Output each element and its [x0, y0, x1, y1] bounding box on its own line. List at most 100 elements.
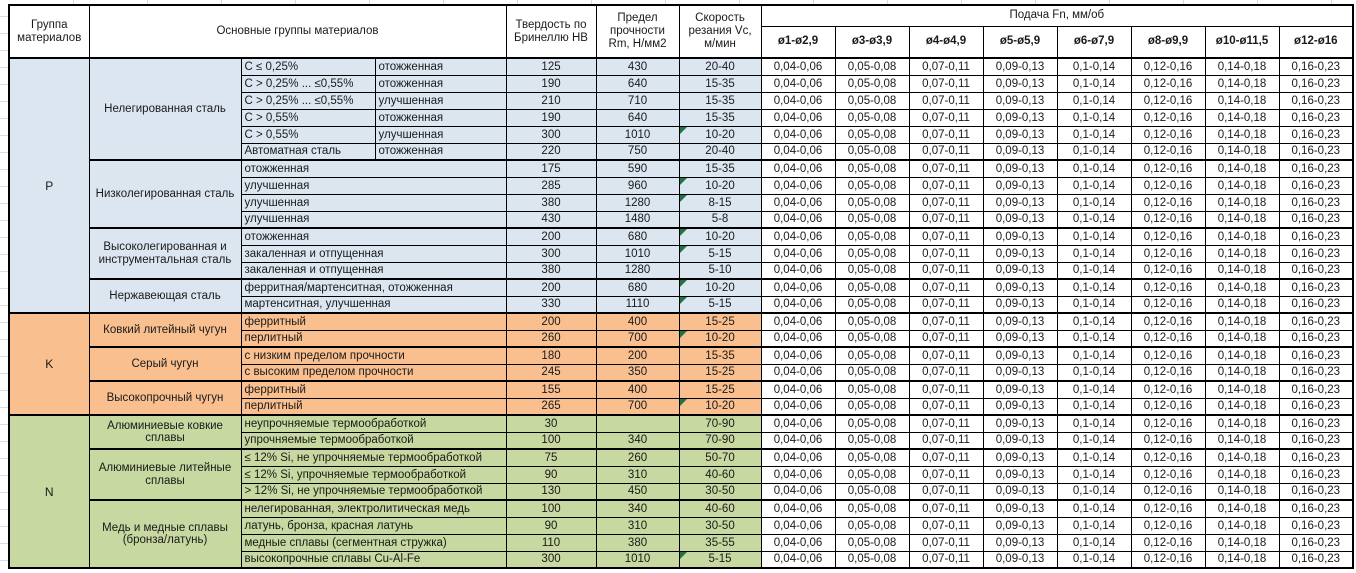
- feed-value-cell[interactable]: 0,16-0,23: [1278, 57, 1354, 76]
- feed-value-cell[interactable]: 0,09-0,13: [982, 516, 1058, 535]
- feed-value-cell[interactable]: 0,16-0,23: [1278, 465, 1354, 484]
- feed-value-cell[interactable]: 0,05-0,08: [834, 397, 910, 416]
- feed-value-cell[interactable]: 0,14-0,18: [1204, 244, 1280, 263]
- feed-value-cell[interactable]: 0,04-0,06: [760, 108, 836, 127]
- feed-value-cell[interactable]: 0,14-0,18: [1204, 516, 1280, 535]
- feed-value-cell[interactable]: 0,16-0,23: [1278, 431, 1354, 450]
- feed-value-cell[interactable]: 0,1-0,14: [1056, 295, 1132, 314]
- feed-value-cell[interactable]: 0,09-0,13: [982, 142, 1058, 161]
- feed-value-cell[interactable]: 0,14-0,18: [1204, 57, 1280, 76]
- feed-value-cell[interactable]: 0,07-0,11: [908, 363, 984, 382]
- material-description-cell[interactable]: с высоким пределом прочности: [240, 363, 507, 382]
- hardness-hb-cell[interactable]: 190: [505, 108, 597, 127]
- feed-value-cell[interactable]: 0,05-0,08: [834, 176, 910, 195]
- feed-value-cell[interactable]: 0,04-0,06: [760, 482, 836, 501]
- feed-value-cell[interactable]: 0,1-0,14: [1056, 125, 1132, 144]
- feed-value-cell[interactable]: 0,14-0,18: [1204, 363, 1280, 382]
- hardness-hb-cell[interactable]: 90: [505, 516, 597, 535]
- header-cutting-speed[interactable]: Скорость резания Vc, м/мин: [678, 4, 762, 59]
- feed-value-cell[interactable]: 0,14-0,18: [1204, 261, 1280, 280]
- feed-value-cell[interactable]: 0,16-0,23: [1278, 397, 1354, 416]
- feed-value-cell[interactable]: 0,14-0,18: [1204, 210, 1280, 229]
- feed-value-cell[interactable]: 0,04-0,06: [760, 176, 836, 195]
- feed-value-cell[interactable]: 0,04-0,06: [760, 125, 836, 144]
- material-description-cell[interactable]: ферритный: [240, 380, 507, 399]
- carbon-content-cell[interactable]: C > 0,55%: [240, 125, 376, 144]
- material-description-cell[interactable]: высокопрочные сплавы Cu-Al-Fe: [240, 550, 507, 569]
- strength-rm-cell[interactable]: 310: [595, 516, 680, 535]
- carbon-content-cell[interactable]: C > 0,25% ... ≤0,55%: [240, 74, 376, 93]
- feed-value-cell[interactable]: 0,12-0,16: [1130, 244, 1206, 263]
- material-subgroup-name-cell[interactable]: Низколегированная сталь: [88, 159, 242, 229]
- strength-rm-cell[interactable]: 260: [595, 448, 680, 467]
- feed-value-cell[interactable]: 0,16-0,23: [1278, 533, 1354, 552]
- feed-value-cell[interactable]: 0,05-0,08: [834, 499, 910, 518]
- feed-value-cell[interactable]: 0,04-0,06: [760, 74, 836, 93]
- feed-value-cell[interactable]: 0,14-0,18: [1204, 108, 1280, 127]
- material-subgroup-name-cell[interactable]: Алюминиевые литейные сплавы: [88, 448, 242, 501]
- feed-value-cell[interactable]: 0,09-0,13: [982, 329, 1058, 348]
- cutting-speed-vc-cell[interactable]: 10-20: [678, 278, 762, 297]
- material-description-cell[interactable]: перлитный: [240, 397, 507, 416]
- hardness-hb-cell[interactable]: 300: [505, 244, 597, 263]
- feed-value-cell[interactable]: 0,12-0,16: [1130, 397, 1206, 416]
- hardness-hb-cell[interactable]: 330: [505, 295, 597, 314]
- material-subgroup-name-cell[interactable]: Серый чугун: [88, 346, 242, 382]
- header-feed-diameter-column[interactable]: ø10-ø11,5: [1204, 25, 1280, 59]
- feed-value-cell[interactable]: 0,07-0,11: [908, 397, 984, 416]
- material-subgroup-name-cell[interactable]: Алюминиевые ковкие сплавы: [88, 414, 242, 450]
- feed-value-cell[interactable]: 0,16-0,23: [1278, 278, 1354, 297]
- hardness-hb-cell[interactable]: 380: [505, 193, 597, 212]
- feed-value-cell[interactable]: 0,09-0,13: [982, 74, 1058, 93]
- feed-value-cell[interactable]: 0,09-0,13: [982, 363, 1058, 382]
- material-description-cell[interactable]: улучшенная: [240, 193, 507, 212]
- cutting-speed-vc-cell[interactable]: 35-55: [678, 533, 762, 552]
- feed-value-cell[interactable]: 0,1-0,14: [1056, 516, 1132, 535]
- feed-value-cell[interactable]: 0,1-0,14: [1056, 74, 1132, 93]
- material-subgroup-name-cell[interactable]: Высокопрочный чугун: [88, 380, 242, 416]
- feed-value-cell[interactable]: 0,09-0,13: [982, 380, 1058, 399]
- feed-value-cell[interactable]: 0,1-0,14: [1056, 431, 1132, 450]
- feed-value-cell[interactable]: 0,09-0,13: [982, 210, 1058, 229]
- cutting-speed-vc-cell[interactable]: 15-25: [678, 312, 762, 331]
- feed-value-cell[interactable]: 0,09-0,13: [982, 125, 1058, 144]
- feed-value-cell[interactable]: 0,05-0,08: [834, 57, 910, 76]
- material-description-cell[interactable]: отожженная: [240, 227, 507, 246]
- feed-value-cell[interactable]: 0,05-0,08: [834, 550, 910, 569]
- feed-value-cell[interactable]: 0,12-0,16: [1130, 499, 1206, 518]
- feed-value-cell[interactable]: 0,16-0,23: [1278, 210, 1354, 229]
- feed-value-cell[interactable]: 0,05-0,08: [834, 108, 910, 127]
- material-subgroup-name-cell[interactable]: Нержавеющая сталь: [88, 278, 242, 314]
- cutting-speed-vc-cell[interactable]: 20-40: [678, 57, 762, 76]
- carbon-content-cell[interactable]: C > 0,25% ... ≤0,55%: [240, 91, 376, 110]
- material-description-cell[interactable]: перлитный: [240, 329, 507, 348]
- header-feed-diameter-column[interactable]: ø3-ø3,9: [834, 25, 910, 59]
- feed-value-cell[interactable]: 0,07-0,11: [908, 465, 984, 484]
- material-description-cell[interactable]: ферритный: [240, 312, 507, 331]
- feed-value-cell[interactable]: 0,16-0,23: [1278, 159, 1354, 178]
- feed-value-cell[interactable]: 0,04-0,06: [760, 91, 836, 110]
- feed-value-cell[interactable]: 0,12-0,16: [1130, 516, 1206, 535]
- feed-value-cell[interactable]: 0,14-0,18: [1204, 431, 1280, 450]
- material-description-cell[interactable]: закаленная и отпущенная: [240, 261, 507, 280]
- hardness-hb-cell[interactable]: 125: [505, 57, 597, 76]
- strength-rm-cell[interactable]: 640: [595, 74, 680, 93]
- strength-rm-cell[interactable]: 450: [595, 482, 680, 501]
- feed-value-cell[interactable]: 0,07-0,11: [908, 261, 984, 280]
- material-description-cell[interactable]: ферритная/мартенситная, отожженная: [240, 278, 507, 297]
- feed-value-cell[interactable]: 0,12-0,16: [1130, 159, 1206, 178]
- feed-value-cell[interactable]: 0,12-0,16: [1130, 210, 1206, 229]
- cutting-speed-vc-cell[interactable]: 5-8: [678, 210, 762, 229]
- hardness-hb-cell[interactable]: 175: [505, 159, 597, 178]
- cutting-speed-vc-cell[interactable]: 5-10: [678, 261, 762, 280]
- feed-value-cell[interactable]: 0,05-0,08: [834, 91, 910, 110]
- strength-rm-cell[interactable]: 1280: [595, 193, 680, 212]
- material-description-cell[interactable]: ≤ 12% Si, не упрочняемые термообработкой: [240, 448, 507, 467]
- feed-value-cell[interactable]: 0,14-0,18: [1204, 397, 1280, 416]
- strength-rm-cell[interactable]: 350: [595, 363, 680, 382]
- feed-value-cell[interactable]: 0,1-0,14: [1056, 448, 1132, 467]
- feed-value-cell[interactable]: 0,14-0,18: [1204, 295, 1280, 314]
- hardness-hb-cell[interactable]: 285: [505, 176, 597, 195]
- hardness-hb-cell[interactable]: 220: [505, 142, 597, 161]
- hardness-hb-cell[interactable]: 300: [505, 125, 597, 144]
